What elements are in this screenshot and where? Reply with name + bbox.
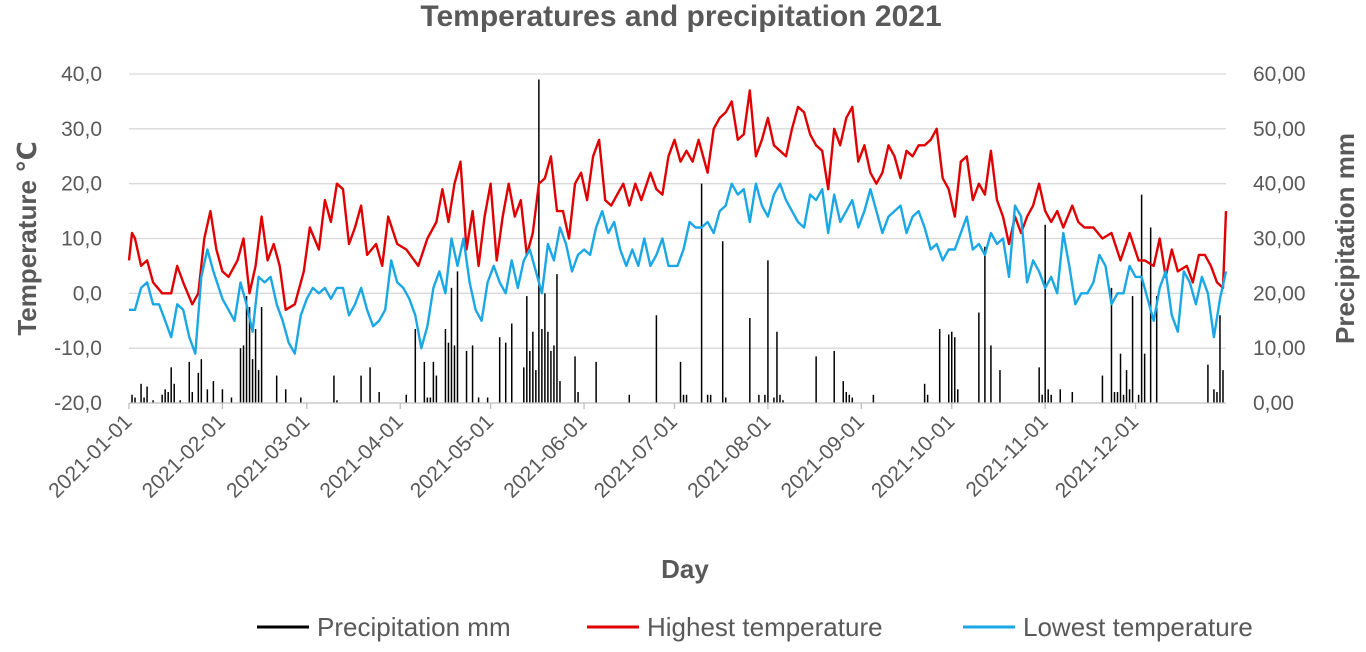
y2-tick-label: 10,00 [1253, 337, 1306, 360]
y-tick-label: 30,0 [61, 118, 102, 141]
precipitation-bars [131, 79, 1224, 403]
right-y-axis-title: Precipitation mm [1330, 133, 1360, 344]
highest-temperature-line [127, 89, 1228, 311]
x-tick-label: 2021-12-01 [1051, 410, 1143, 502]
y-tick-label: 40,0 [61, 63, 102, 86]
legend-label-lowest-temperature: Lowest temperature [1023, 612, 1253, 642]
right-y-axis-ticks: 0,00 10,00 20,00 30,00 40,00 50,00 60,00 [1253, 63, 1306, 415]
lowest-temperature-line [129, 182, 1228, 355]
y-tick-label: 20,0 [61, 173, 102, 196]
y2-tick-label: 0,00 [1253, 392, 1294, 415]
y-tick-label: -20,0 [54, 392, 102, 415]
x-tick-label: 2021-02-01 [138, 410, 230, 502]
x-tick-label: 2021-11-01 [962, 410, 1053, 501]
y-tick-label: 0,0 [73, 282, 102, 305]
temperature-lines [127, 89, 1228, 355]
left-y-axis-ticks: -20,0 -10,0 0,0 10,0 20,0 30,0 40,0 [54, 63, 102, 415]
x-tick-label: 2021-05-01 [406, 410, 498, 502]
x-tick-label: 2021-09-01 [777, 410, 869, 502]
y2-tick-label: 50,00 [1253, 118, 1306, 141]
legend-label-highest-temperature: Highest temperature [647, 612, 883, 642]
y2-tick-label: 60,00 [1253, 63, 1306, 86]
x-tick-label: 2021-06-01 [499, 410, 591, 502]
x-axis-title: Day [661, 554, 709, 584]
legend-label-precipitation-mm: Precipitation mm [317, 612, 511, 642]
x-tick-label: 2021-08-01 [683, 410, 775, 502]
x-tick-label: 2021-01-01 [44, 410, 136, 502]
left-y-axis-title: Temperature ℃ [12, 141, 42, 335]
x-tick-label: 2021-04-01 [316, 410, 408, 502]
y-tick-label: 10,0 [61, 228, 102, 251]
y2-tick-label: 20,00 [1253, 282, 1306, 305]
y-tick-label: -10,0 [54, 337, 102, 360]
chart-title: Temperatures and precipitation 2021 [420, 0, 941, 33]
x-tick-label: 2021-07-01 [590, 410, 682, 502]
y2-tick-label: 40,00 [1253, 173, 1306, 196]
y2-tick-label: 30,00 [1253, 228, 1306, 251]
x-tick-label: 2021-03-01 [222, 410, 314, 502]
gridlines [129, 73, 1226, 349]
legend: Precipitation mm Highest temperature Lowes… [257, 612, 1253, 642]
x-tick-label: 2021-10-01 [867, 410, 959, 502]
